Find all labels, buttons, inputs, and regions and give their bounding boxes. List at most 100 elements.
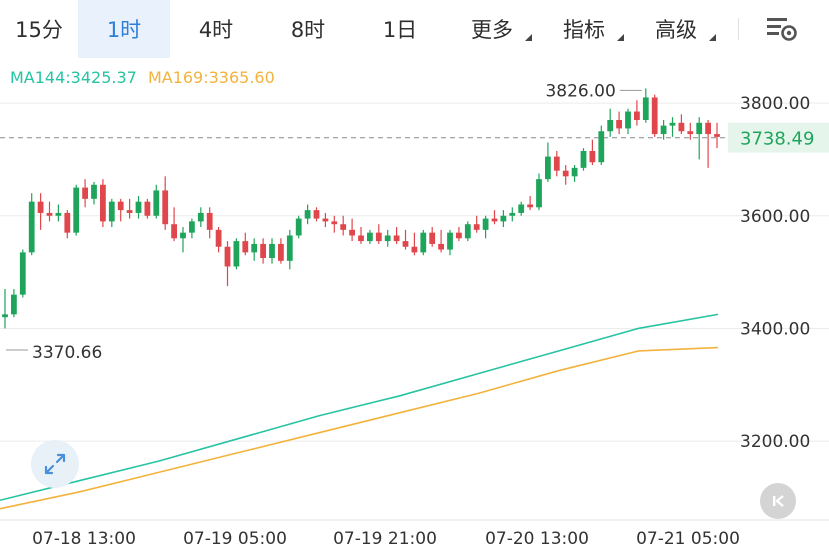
candle-body bbox=[197, 212, 204, 222]
candle-body bbox=[464, 224, 471, 239]
tab-label: 1时 bbox=[106, 18, 142, 42]
candle-body bbox=[11, 294, 17, 315]
x-tick-label: 07-19 21:00 bbox=[333, 529, 437, 549]
candle-body bbox=[189, 221, 195, 233]
candle-body bbox=[108, 201, 115, 222]
scroll-to-latest-button[interactable] bbox=[760, 483, 796, 519]
skip-back-icon bbox=[773, 495, 784, 507]
y-tick-label: 3800.00 bbox=[740, 94, 810, 114]
candle-body bbox=[420, 232, 427, 253]
tab-1h[interactable]: 1时 bbox=[78, 0, 170, 58]
tab-advanced[interactable]: 高级 bbox=[630, 0, 722, 58]
ma169-line bbox=[0, 346, 719, 510]
fullscreen-button[interactable] bbox=[31, 440, 79, 488]
candle-body bbox=[625, 111, 631, 129]
toolbar-divider bbox=[738, 18, 739, 40]
candle-body bbox=[144, 201, 151, 216]
tab-more[interactable]: 更多 bbox=[446, 0, 538, 58]
candle-body bbox=[545, 156, 551, 180]
candle-body bbox=[286, 235, 293, 261]
candle-body bbox=[153, 190, 160, 216]
candle-body bbox=[580, 150, 587, 168]
candle-body bbox=[562, 170, 569, 177]
tab-15min[interactable]: 15分 bbox=[0, 0, 78, 58]
candle-body bbox=[598, 131, 605, 163]
x-tick-label: 07-19 05:00 bbox=[183, 529, 287, 549]
candle-body bbox=[295, 218, 302, 236]
y-tick-label: 3600.00 bbox=[740, 207, 810, 227]
candle-body bbox=[589, 150, 596, 163]
candle-body bbox=[571, 167, 578, 177]
tab-label: 1日 bbox=[382, 18, 418, 42]
candle-body bbox=[55, 212, 62, 216]
dropdown-triangle-icon bbox=[617, 34, 624, 41]
tab-1d[interactable]: 1日 bbox=[354, 0, 446, 58]
candle-body bbox=[117, 201, 124, 211]
timeframe-toolbar: 15分 1时 4时 8时 1日 更多 指标 高级 bbox=[0, 0, 829, 58]
candle-body bbox=[375, 232, 382, 242]
candle-body bbox=[269, 243, 275, 259]
tab-label: 4时 bbox=[198, 18, 234, 42]
current-price-label: 3738.49 bbox=[740, 129, 814, 150]
candle-body bbox=[411, 246, 418, 253]
candle-body bbox=[224, 246, 231, 267]
candle-body bbox=[233, 241, 240, 267]
candle-body bbox=[669, 122, 676, 126]
candle-body bbox=[46, 212, 53, 216]
candle-body bbox=[340, 224, 347, 230]
candle-body bbox=[678, 122, 685, 132]
candle-body bbox=[206, 212, 213, 230]
candle-body bbox=[135, 201, 142, 213]
candle-body bbox=[171, 224, 177, 239]
candle-body bbox=[402, 241, 409, 247]
candle-body bbox=[64, 212, 71, 233]
ma-legend: MA144:3425.37 MA169:3365.60 bbox=[10, 68, 281, 87]
current-price-box bbox=[728, 122, 829, 153]
candle-body bbox=[705, 122, 711, 135]
x-tick-label: 07-18 13:00 bbox=[32, 529, 136, 549]
dropdown-triangle-icon bbox=[525, 34, 532, 41]
candle-body bbox=[553, 156, 560, 171]
tab-label: 更多 bbox=[471, 18, 513, 42]
max-price-label: 3826.00 bbox=[545, 81, 615, 101]
x-tick-label: 07-20 13:00 bbox=[485, 529, 589, 549]
tab-4h[interactable]: 4时 bbox=[170, 0, 262, 58]
candle-body bbox=[251, 243, 258, 253]
candle-body bbox=[278, 243, 284, 261]
candle-body bbox=[37, 201, 44, 213]
candle-body bbox=[331, 221, 338, 225]
candle-body bbox=[509, 212, 516, 216]
min-price-label: 3370.66 bbox=[32, 343, 102, 363]
candle-body bbox=[358, 235, 364, 242]
candle-body bbox=[491, 218, 498, 222]
tab-8h[interactable]: 8时 bbox=[262, 0, 354, 58]
chart-settings-icon[interactable] bbox=[764, 13, 798, 43]
x-tick-label: 07-21 05:00 bbox=[636, 529, 740, 549]
candle-body bbox=[393, 235, 400, 242]
candle-body bbox=[313, 210, 320, 219]
candle-body bbox=[28, 201, 35, 253]
candle-body bbox=[180, 232, 186, 239]
candle-body bbox=[651, 97, 658, 135]
tab-indicators[interactable]: 指标 bbox=[538, 0, 630, 58]
candle-body bbox=[714, 134, 720, 137]
candle-body bbox=[215, 229, 222, 247]
candle-body bbox=[687, 131, 694, 135]
candle-body bbox=[642, 97, 649, 120]
tab-label: 8时 bbox=[290, 18, 326, 42]
candle-body bbox=[19, 252, 26, 295]
expand-arrows-icon bbox=[44, 453, 66, 475]
candle-body bbox=[607, 119, 614, 132]
candle-body bbox=[536, 179, 542, 208]
y-tick-label: 3400.00 bbox=[740, 319, 810, 339]
candle-body bbox=[162, 190, 169, 225]
tab-label: 15分 bbox=[15, 18, 63, 42]
candle-body bbox=[100, 184, 106, 222]
candle-body bbox=[473, 224, 480, 230]
candle-body bbox=[500, 215, 507, 222]
candle-body bbox=[260, 243, 266, 259]
candle-body bbox=[660, 125, 667, 135]
ma144-line bbox=[0, 313, 719, 502]
candle-body bbox=[82, 187, 88, 199]
